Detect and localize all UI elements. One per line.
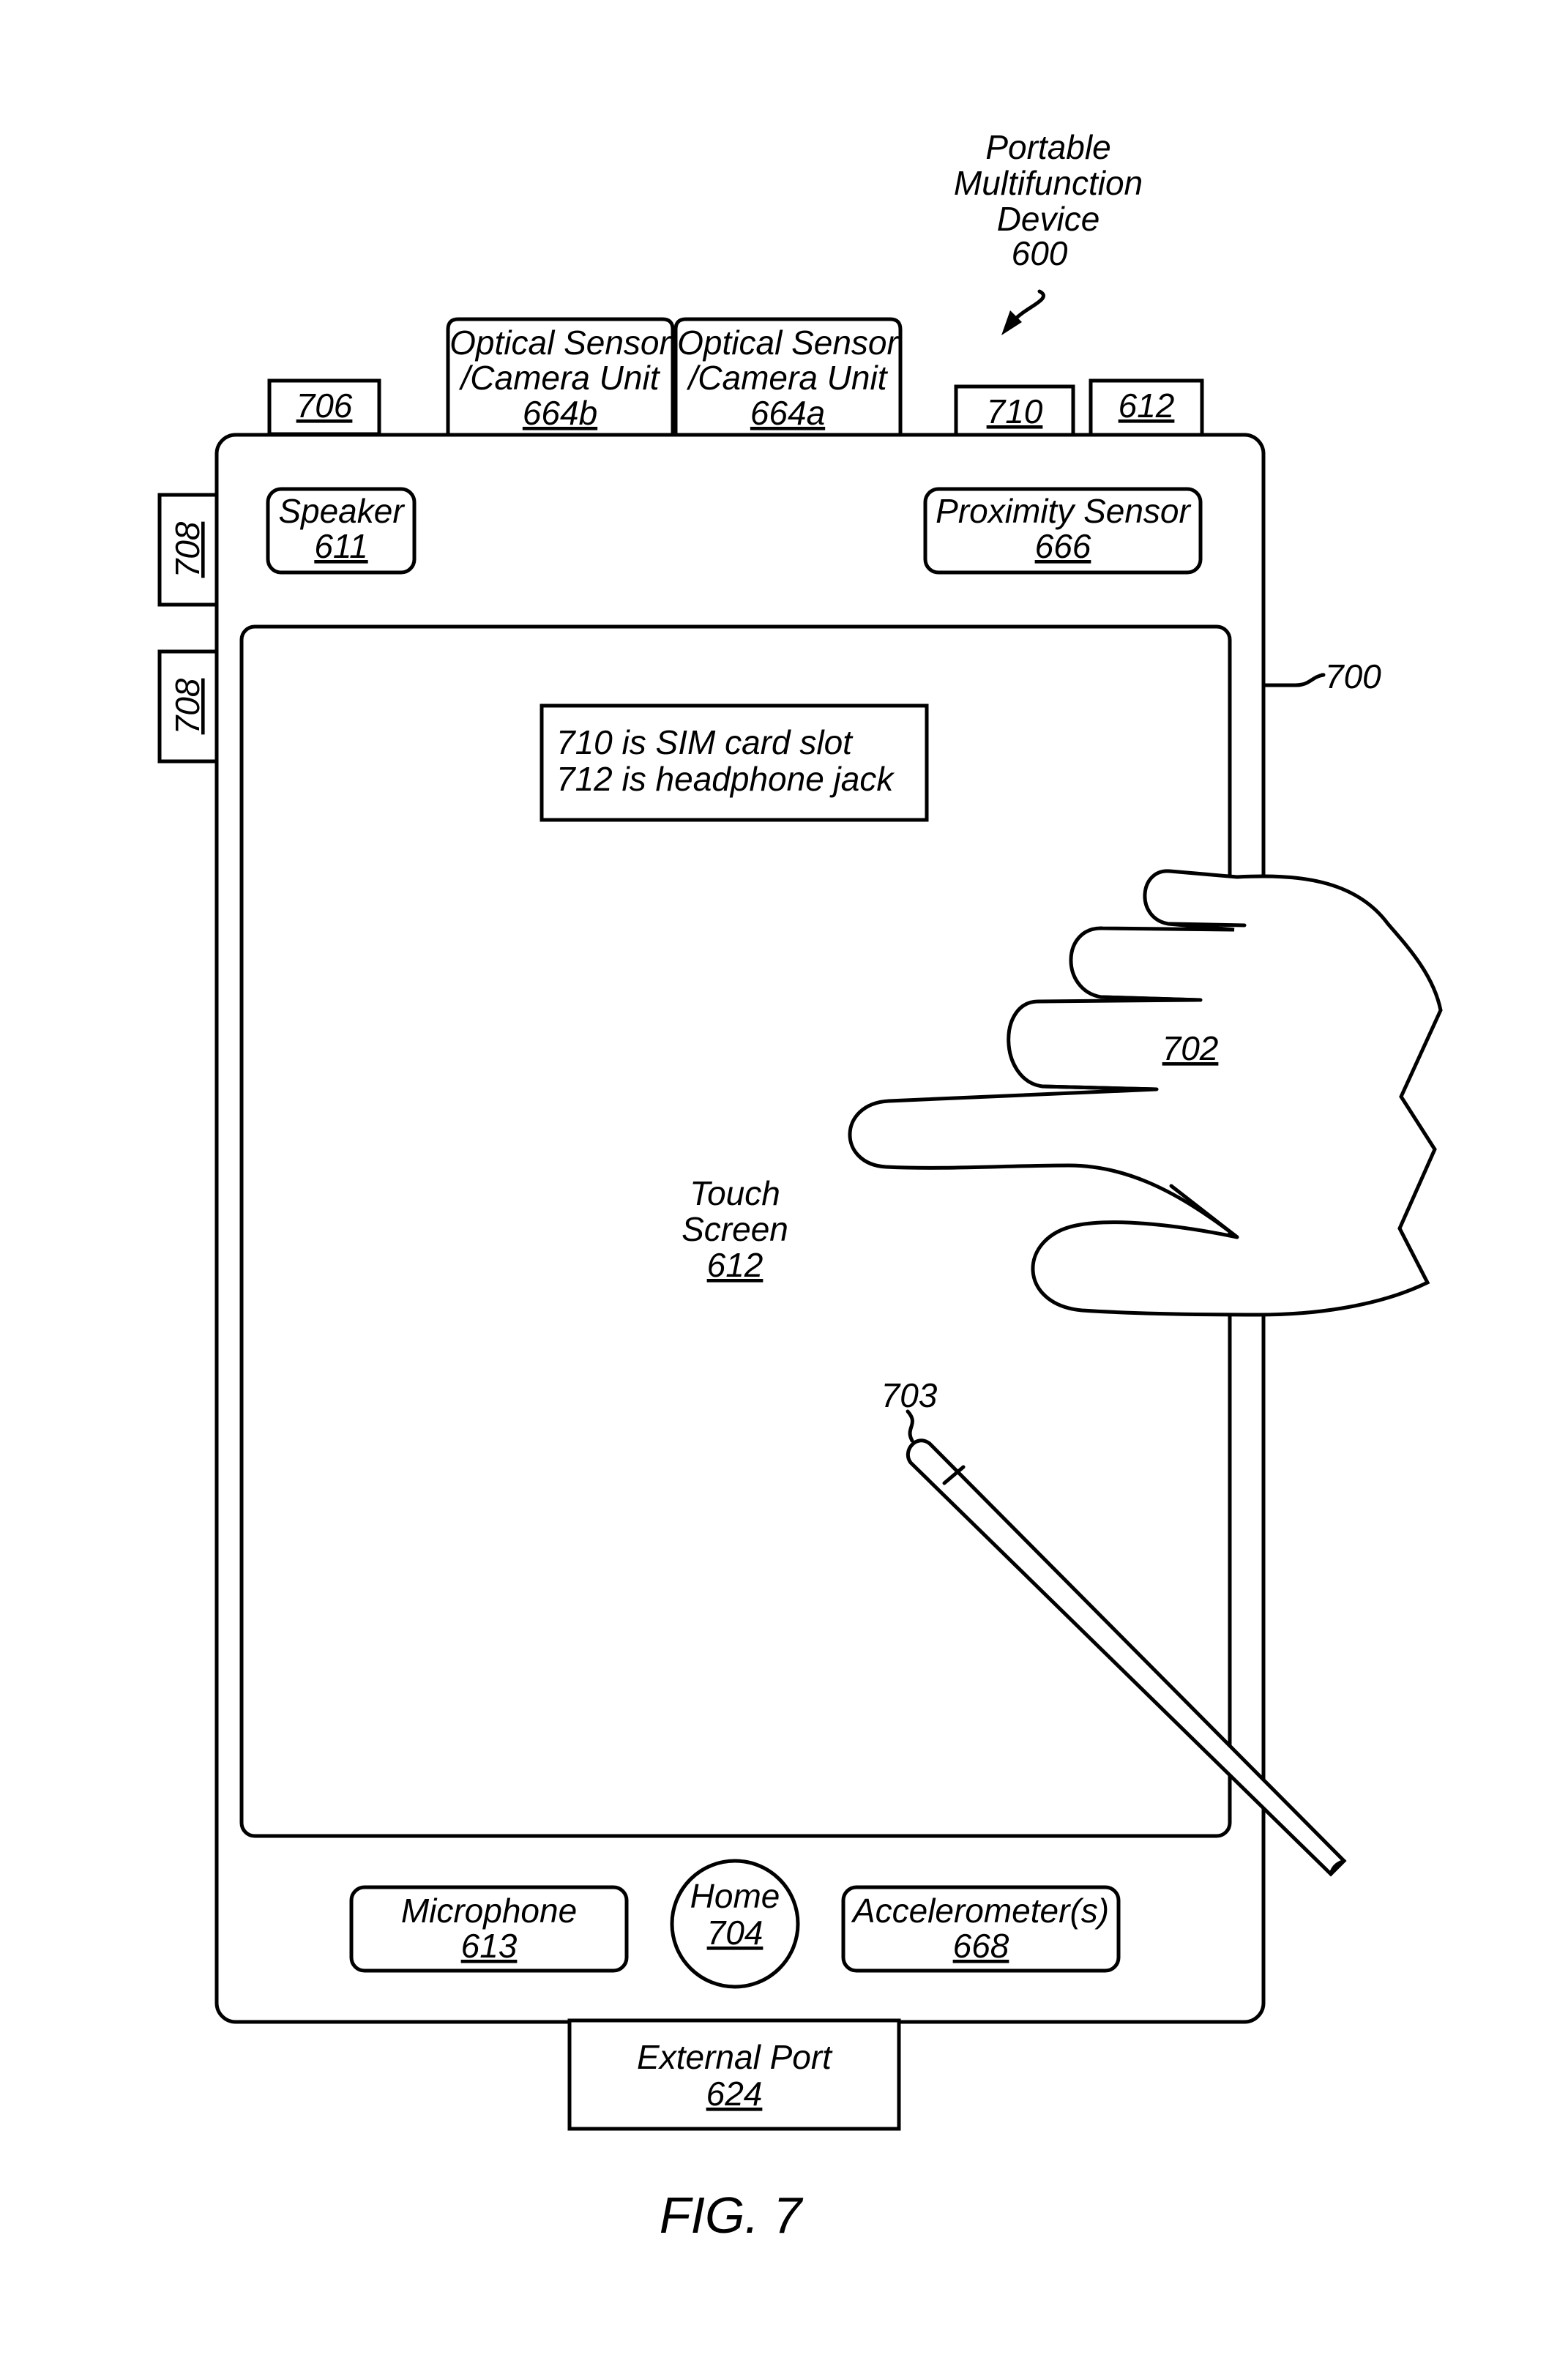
camera-unit-664b-ref: 664b xyxy=(523,394,597,432)
device-title-line1: Portable xyxy=(985,128,1110,166)
hand-ref: 702 xyxy=(1162,1029,1219,1067)
microphone: Microphone 613 xyxy=(351,1887,627,1971)
device-title: Portable Multifunction Device 600 xyxy=(954,128,1143,335)
external-port-ref: 624 xyxy=(706,2075,763,2113)
touch-screen-line2: Screen xyxy=(682,1210,788,1248)
camera-unit-664a: Optical Sensor /Camera Unit 664a xyxy=(676,319,900,436)
touch-screen-line1: Touch xyxy=(690,1174,780,1212)
top-component-612-ref: 612 xyxy=(1119,387,1175,425)
speaker-ref: 611 xyxy=(314,527,367,565)
microphone-label: Microphone xyxy=(401,1892,577,1930)
side-button-lower: 708 xyxy=(160,652,217,761)
accelerometer-label: Accelerometer(s) xyxy=(851,1892,1109,1930)
touch-screen-ref: 612 xyxy=(707,1246,764,1284)
device-body-ref-text: 700 xyxy=(1325,657,1381,695)
speaker-label: Speaker xyxy=(278,492,405,530)
external-port-label: External Port xyxy=(637,2038,833,2076)
camera-unit-664a-ref: 664a xyxy=(750,394,825,432)
home-button: Home 704 xyxy=(672,1861,798,1987)
camera-unit-664a-line1: Optical Sensor xyxy=(677,324,899,362)
device-title-line3: Device xyxy=(997,200,1100,238)
top-component-710: 710 xyxy=(956,387,1073,436)
camera-unit-664a-line2: /Camera Unit xyxy=(687,359,889,397)
hand-finger-line-1 xyxy=(1170,924,1244,925)
note-box: 710 is SIM card slot 712 is headphone ja… xyxy=(542,706,927,820)
accelerometer-ref: 668 xyxy=(953,1927,1009,1965)
external-port: External Port 624 xyxy=(570,2020,899,2129)
proximity-sensor-label: Proximity Sensor xyxy=(936,492,1191,530)
top-component-612: 612 xyxy=(1091,381,1202,436)
note-line2: 712 is headphone jack xyxy=(556,760,895,798)
speaker: Speaker 611 xyxy=(268,489,414,572)
top-component-706: 706 xyxy=(269,381,379,434)
top-component-710-ref: 710 xyxy=(987,392,1043,430)
figure-label: FIG. 7 xyxy=(660,2187,804,2244)
device-ref: 600 xyxy=(1012,234,1068,272)
home-button-label: Home xyxy=(690,1877,780,1915)
camera-unit-664b-line2: /Camera Unit xyxy=(459,359,661,397)
note-line1: 710 is SIM card slot xyxy=(556,723,854,761)
proximity-sensor-ref: 666 xyxy=(1035,527,1091,565)
camera-unit-664b-line1: Optical Sensor xyxy=(449,324,671,362)
top-component-706-ref: 706 xyxy=(296,387,353,425)
device-title-line2: Multifunction xyxy=(954,164,1143,202)
home-button-ref: 704 xyxy=(707,1914,764,1952)
side-button-lower-ref: 708 xyxy=(168,678,206,734)
device-body-ref-leader xyxy=(1263,675,1324,685)
accelerometer: Accelerometer(s) 668 xyxy=(843,1887,1119,1971)
side-button-upper-ref: 708 xyxy=(168,521,206,578)
device-body-ref: 700 xyxy=(1263,657,1381,695)
microphone-ref: 613 xyxy=(461,1927,518,1965)
camera-unit-664b: Optical Sensor /Camera Unit 664b xyxy=(448,319,673,436)
side-button-upper: 708 xyxy=(160,495,217,605)
device-ref-leader xyxy=(1014,291,1043,321)
stylus-ref: 703 xyxy=(881,1376,938,1414)
proximity-sensor: Proximity Sensor 666 xyxy=(925,489,1201,572)
